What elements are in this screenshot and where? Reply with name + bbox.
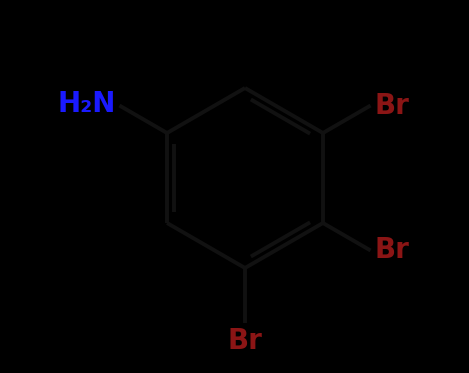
Text: Br: Br <box>375 91 409 119</box>
Text: Br: Br <box>375 236 409 264</box>
Text: Br: Br <box>227 327 263 355</box>
Text: H₂N: H₂N <box>57 90 115 117</box>
